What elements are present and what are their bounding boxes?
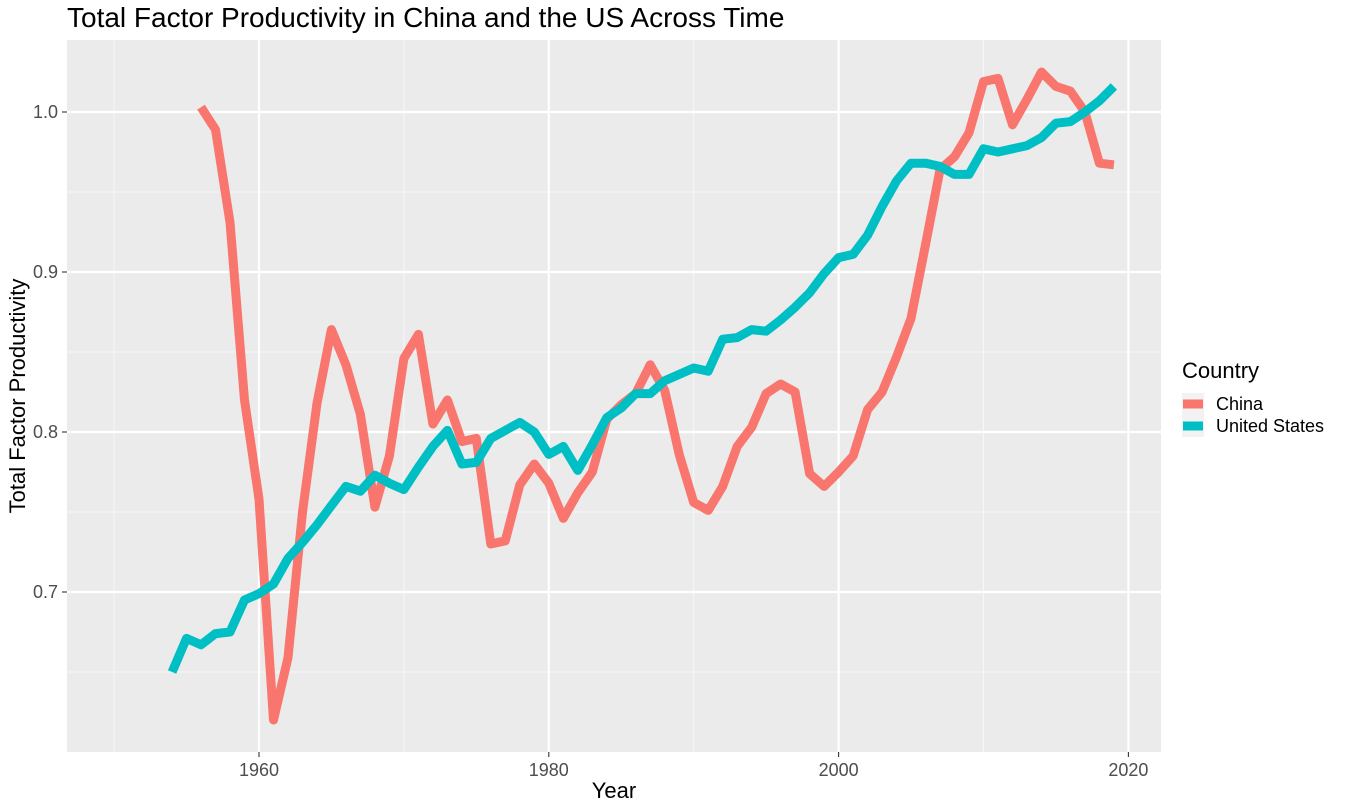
chart-title: Total Factor Productivity in China and t… xyxy=(67,2,784,33)
series-line-united-states xyxy=(167,83,1118,674)
x-axis-label: Year xyxy=(592,778,636,803)
series-lines xyxy=(167,67,1118,725)
x-axis: 1960 1980 2000 2020 xyxy=(239,752,1148,780)
series-line-china xyxy=(197,67,1115,725)
legend-label-united-states: United States xyxy=(1216,416,1324,436)
plot-panel xyxy=(67,40,1161,752)
legend-label-china: China xyxy=(1216,394,1264,414)
x-tick-label: 2000 xyxy=(819,760,859,780)
y-axis: 0.7 0.8 0.9 1.0 xyxy=(33,102,67,602)
y-tick-label: 0.7 xyxy=(33,582,58,602)
x-tick-label: 1960 xyxy=(239,760,279,780)
minor-gridlines xyxy=(67,40,1161,752)
y-axis-label: Total Factor Productivity xyxy=(5,279,30,514)
major-gridlines xyxy=(67,40,1161,752)
x-tick-label: 1980 xyxy=(529,760,569,780)
y-tick-label: 1.0 xyxy=(33,102,58,122)
legend-title: Country xyxy=(1182,358,1259,383)
y-tick-label: 0.8 xyxy=(33,422,58,442)
x-tick-label: 2020 xyxy=(1108,760,1148,780)
y-tick-label: 0.9 xyxy=(33,262,58,282)
